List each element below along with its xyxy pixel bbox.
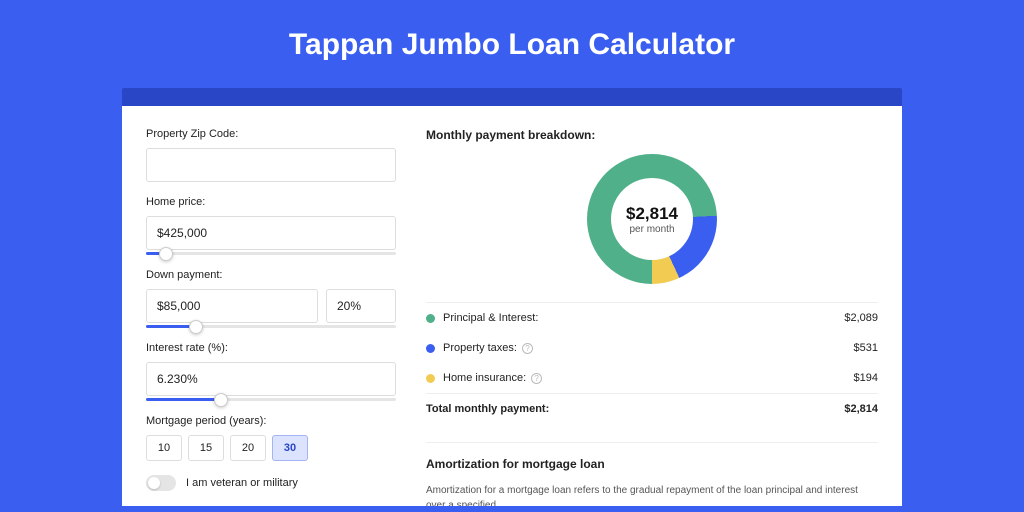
legend-value: $2,089 — [844, 312, 878, 324]
zip-field: Property Zip Code: — [146, 128, 396, 182]
amortization-text: Amortization for a mortgage loan refers … — [426, 483, 878, 506]
period-btn-10[interactable]: 10 — [146, 435, 182, 461]
down-payment-percent-input[interactable] — [326, 289, 396, 323]
down-payment-slider-thumb[interactable] — [189, 320, 203, 334]
legend-label: Home insurance: — [443, 372, 526, 384]
down-payment-slider[interactable] — [146, 325, 396, 328]
legend: Principal & Interest: $2,089 Property taxe… — [426, 302, 878, 424]
legend-value: $531 — [854, 342, 878, 354]
home-price-input[interactable] — [146, 216, 396, 250]
home-price-field: Home price: — [146, 196, 396, 255]
down-payment-field: Down payment: — [146, 269, 396, 328]
period-btn-20[interactable]: 20 — [230, 435, 266, 461]
donut-chart: $2,814 per month — [587, 154, 717, 284]
amortization-section: Amortization for mortgage loan Amortizat… — [426, 442, 878, 506]
down-payment-amount-input[interactable] — [146, 289, 318, 323]
interest-slider-thumb[interactable] — [214, 393, 228, 407]
donut-amount: $2,814 — [626, 204, 678, 224]
interest-slider[interactable] — [146, 398, 396, 401]
interest-slider-fill — [146, 398, 221, 401]
period-label: Mortgage period (years): — [146, 415, 396, 427]
donut-center: $2,814 per month — [611, 178, 693, 260]
banner-strip — [122, 88, 902, 106]
veteran-row: I am veteran or military — [146, 475, 396, 491]
home-price-slider-thumb[interactable] — [159, 247, 173, 261]
interest-label: Interest rate (%): — [146, 342, 396, 354]
page-title: Tappan Jumbo Loan Calculator — [0, 0, 1024, 88]
period-options: 10152030 — [146, 435, 396, 461]
donut-sub: per month — [629, 224, 674, 235]
amortization-title: Amortization for mortgage loan — [426, 457, 878, 471]
veteran-toggle[interactable] — [146, 475, 176, 491]
legend-dot — [426, 374, 435, 383]
form-column: Property Zip Code: Home price: Down paym… — [146, 128, 396, 506]
zip-input[interactable] — [146, 148, 396, 182]
period-btn-30[interactable]: 30 — [272, 435, 308, 461]
breakdown-title: Monthly payment breakdown: — [426, 128, 878, 142]
interest-input[interactable] — [146, 362, 396, 396]
legend-label: Principal & Interest: — [443, 312, 538, 324]
home-price-label: Home price: — [146, 196, 396, 208]
period-field: Mortgage period (years): 10152030 — [146, 415, 396, 461]
legend-row: Principal & Interest: $2,089 — [426, 303, 878, 333]
legend-row: Home insurance:? $194 — [426, 363, 878, 393]
legend-total-label: Total monthly payment: — [426, 403, 549, 415]
legend-label: Property taxes: — [443, 342, 517, 354]
calculator-card: Property Zip Code: Home price: Down paym… — [122, 106, 902, 506]
interest-field: Interest rate (%): — [146, 342, 396, 401]
legend-dot — [426, 344, 435, 353]
legend-total-value: $2,814 — [844, 403, 878, 415]
info-icon[interactable]: ? — [531, 373, 542, 384]
zip-label: Property Zip Code: — [146, 128, 396, 140]
info-icon[interactable]: ? — [522, 343, 533, 354]
legend-row: Property taxes:? $531 — [426, 333, 878, 363]
legend-dot — [426, 314, 435, 323]
home-price-slider[interactable] — [146, 252, 396, 255]
legend-total-row: Total monthly payment: $2,814 — [426, 393, 878, 424]
legend-value: $194 — [854, 372, 878, 384]
donut-container: $2,814 per month — [426, 154, 878, 284]
veteran-label: I am veteran or military — [186, 477, 298, 489]
down-payment-label: Down payment: — [146, 269, 396, 281]
period-btn-15[interactable]: 15 — [188, 435, 224, 461]
breakdown-column: Monthly payment breakdown: $2,814 per mo… — [426, 128, 878, 506]
